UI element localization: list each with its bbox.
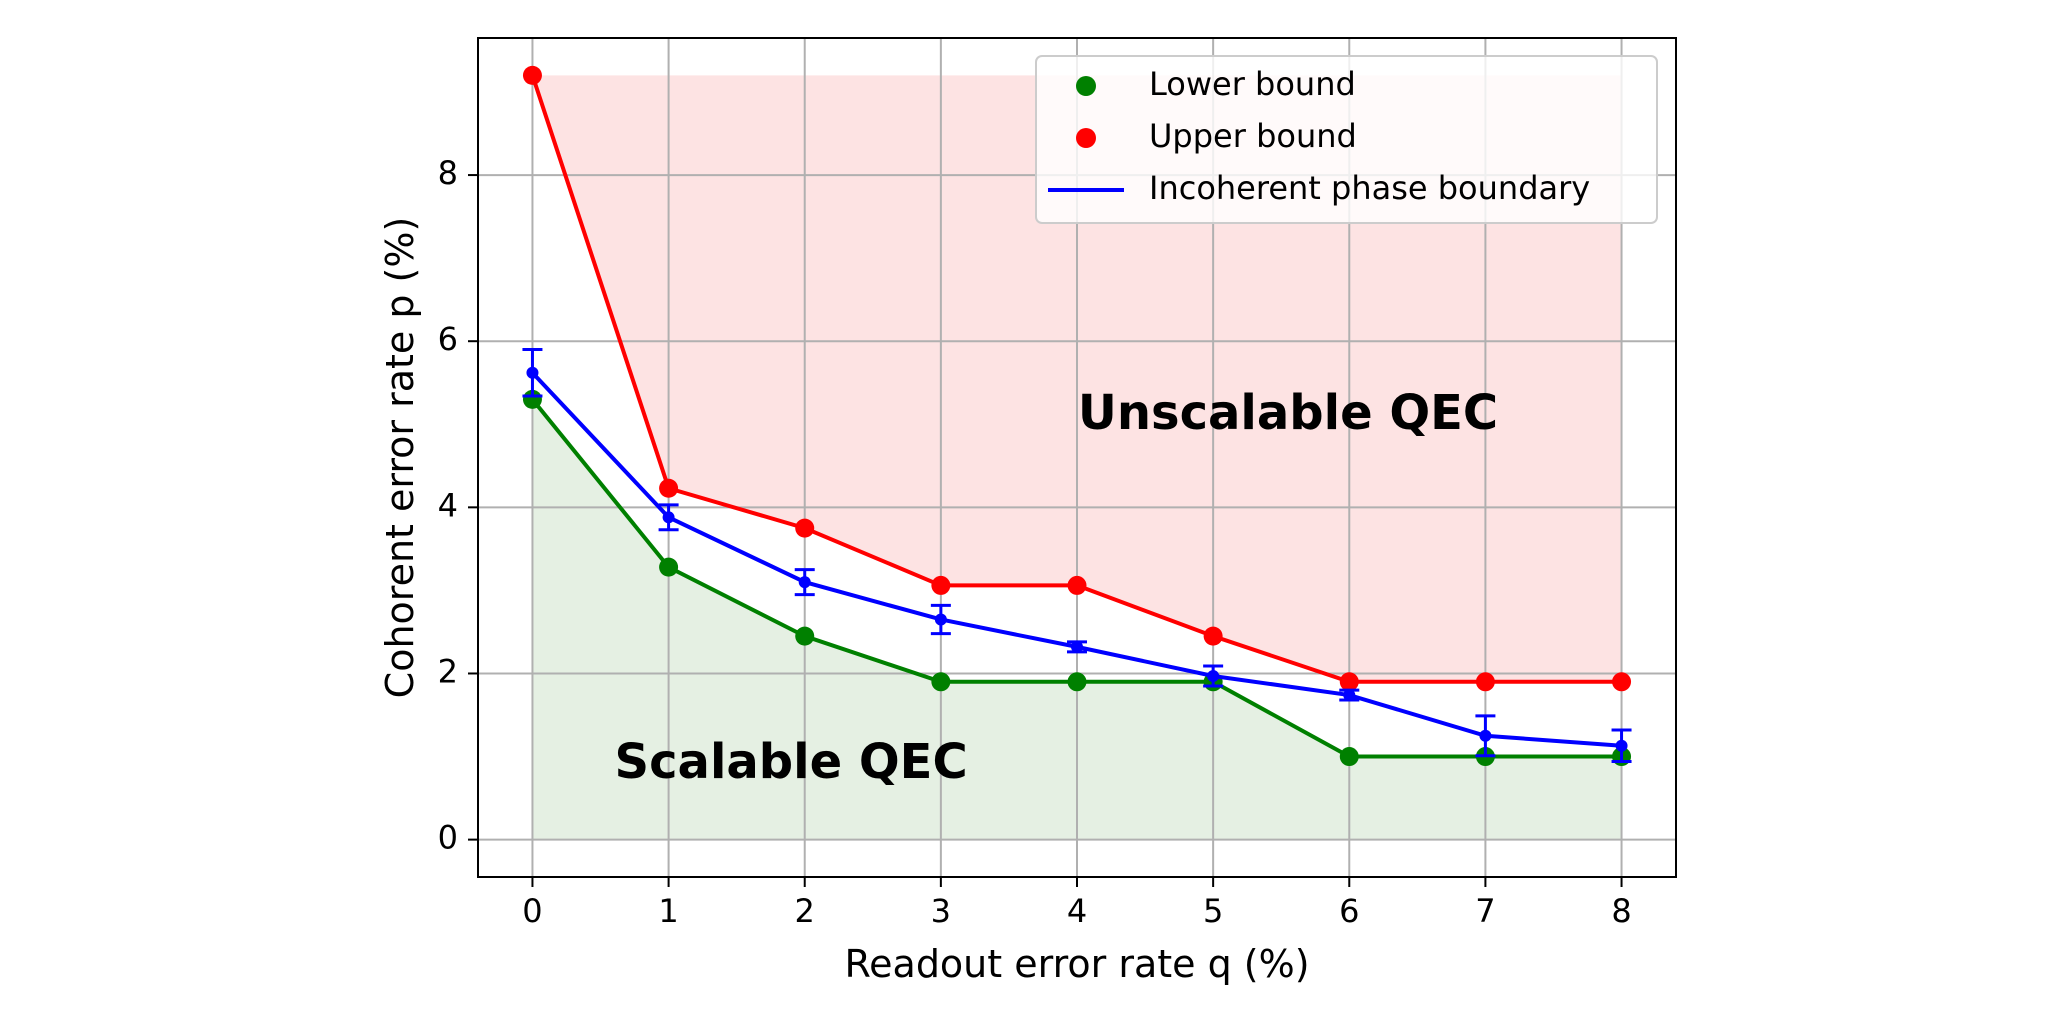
lower-bound-point bbox=[795, 626, 815, 646]
incoherent-boundary-point bbox=[526, 366, 539, 379]
upper-bound-point bbox=[1339, 672, 1359, 692]
upper-bound-point bbox=[1612, 672, 1632, 692]
incoherent-boundary-point bbox=[1479, 729, 1492, 742]
legend-label: Upper bound bbox=[1149, 117, 1357, 155]
upper-bound-point bbox=[522, 65, 542, 85]
x-tick-label: 7 bbox=[1475, 892, 1495, 930]
incoherent-boundary-point bbox=[934, 613, 947, 626]
y-axis-label: Cohorent error rate p (%) bbox=[378, 217, 422, 699]
incoherent-boundary-point bbox=[662, 511, 675, 524]
incoherent-boundary-point bbox=[798, 576, 811, 589]
legend-lower-bound-marker bbox=[1076, 76, 1096, 96]
x-tick-label: 4 bbox=[1067, 892, 1087, 930]
lower-bound-point bbox=[1067, 672, 1087, 692]
x-tick-label: 1 bbox=[658, 892, 678, 930]
upper-bound-point bbox=[1475, 672, 1495, 692]
incoherent-boundary-point bbox=[1615, 739, 1628, 752]
scalable-qec-label: Scalable QEC bbox=[615, 734, 968, 790]
grid bbox=[478, 38, 1676, 877]
upper-bound-point bbox=[659, 478, 679, 498]
unscalable-qec-label: Unscalable QEC bbox=[1078, 385, 1498, 441]
x-tick-label: 0 bbox=[522, 892, 542, 930]
upper-bound-point bbox=[931, 575, 951, 595]
series-layer bbox=[522, 65, 1632, 767]
y-tick-label: 8 bbox=[438, 154, 458, 192]
y-tick-label: 2 bbox=[438, 652, 458, 690]
x-tick-label: 2 bbox=[795, 892, 815, 930]
legend-upper-bound-marker bbox=[1076, 128, 1096, 148]
incoherent-boundary-point bbox=[1207, 669, 1220, 682]
ticks: 0 1 2 3 4 5 6 7 8 0 2 4 6 8 bbox=[438, 154, 1632, 930]
y-tick-label: 0 bbox=[438, 819, 458, 857]
lower-bound-point bbox=[931, 672, 951, 692]
lower-bound-point bbox=[659, 557, 679, 577]
upper-bound-point bbox=[1067, 575, 1087, 595]
upper-bound-point bbox=[1203, 626, 1223, 646]
x-tick-label: 3 bbox=[931, 892, 951, 930]
x-tick-label: 8 bbox=[1611, 892, 1631, 930]
annotations: Unscalable QEC Scalable QEC bbox=[615, 385, 1499, 790]
legend-label: Incoherent phase boundary bbox=[1149, 169, 1590, 207]
y-tick-label: 4 bbox=[438, 486, 458, 524]
y-tick-label: 6 bbox=[438, 320, 458, 358]
x-tick-label: 6 bbox=[1339, 892, 1359, 930]
legend-box bbox=[1035, 55, 1658, 224]
upper-bound-point bbox=[795, 518, 815, 538]
x-axis-label: Readout error rate q (%) bbox=[844, 942, 1309, 986]
incoherent-boundary-point bbox=[1071, 640, 1083, 653]
incoherent-boundary-point bbox=[1343, 689, 1356, 702]
x-tick-label: 5 bbox=[1203, 892, 1223, 930]
legend-label: Lower bound bbox=[1149, 65, 1356, 103]
legend: Lower bound Upper bound Incoherent phase b… bbox=[1035, 55, 1658, 224]
lower-bound-point bbox=[1339, 747, 1359, 767]
